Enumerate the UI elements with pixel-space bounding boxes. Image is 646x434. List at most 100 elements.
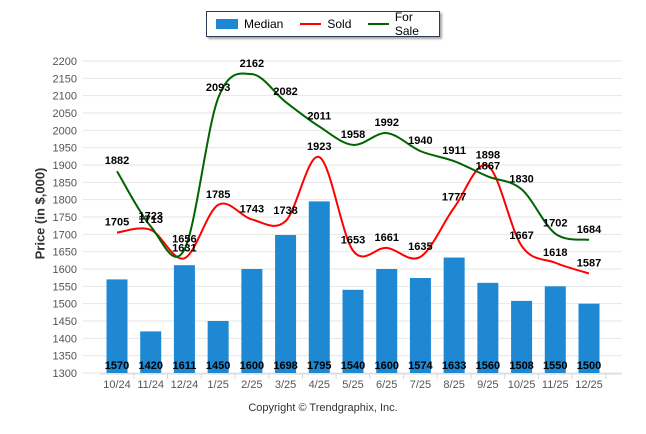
for-sale-value-label: 1656 <box>172 234 196 246</box>
median-bar <box>140 331 162 373</box>
median-bar-label: 1450 <box>206 360 230 372</box>
x-tick-label: 10/24 <box>103 379 131 391</box>
copyright-text: Copyright © Trendgraphix, Inc. <box>248 402 398 414</box>
x-tick-label: 9/25 <box>477 379 498 391</box>
y-tick-label: 1800 <box>53 195 77 207</box>
median-bar-label: 1570 <box>105 360 129 372</box>
sold-value-label: 1667 <box>509 230 533 242</box>
series-lines <box>116 72 590 275</box>
for-sale-value-label: 1992 <box>374 117 398 129</box>
median-bars <box>106 201 600 373</box>
y-tick-label: 1350 <box>53 351 77 363</box>
x-tick-label: 11/25 <box>542 379 569 391</box>
y-tick-label: 1650 <box>53 247 77 259</box>
y-axis-ticks: 1300 1350 1400 1450 1500 1550 1600 1650 1700 1750… <box>53 56 77 380</box>
median-bar-label: 1420 <box>138 360 162 372</box>
x-axis-ticks: 10/24 11/24 12/24 1/25 2/25 3/25 4/25 5/25 6/25 7… <box>100 373 622 391</box>
median-bar-label: 1600 <box>240 360 264 372</box>
x-tick-label: 11/24 <box>137 379 164 391</box>
median-bar-label: 1550 <box>543 360 567 372</box>
sold-value-label: 1738 <box>273 205 297 217</box>
y-tick-label: 1900 <box>53 160 77 172</box>
x-tick-label: 2/25 <box>241 379 262 391</box>
for-sale-value-label: 1684 <box>577 224 602 236</box>
sold-value-label: 1661 <box>374 232 398 244</box>
legend-label-for-sale: For Sale <box>394 10 419 38</box>
y-tick-label: 1600 <box>53 264 77 276</box>
legend-swatch-median <box>216 19 238 29</box>
sold-value-label: 1618 <box>543 247 567 259</box>
median-bar-label: 1560 <box>476 360 500 372</box>
median-bar-label: 1698 <box>273 360 297 372</box>
y-tick-label: 1500 <box>53 299 77 311</box>
x-tick-label: 8/25 <box>443 379 464 391</box>
sold-value-label: 1635 <box>408 241 432 253</box>
x-tick-label: 1/25 <box>207 379 228 391</box>
sold-value-label: 1777 <box>442 192 466 204</box>
sold-value-label: 1587 <box>577 258 601 270</box>
for-sale-value-label: 1702 <box>543 218 567 230</box>
for-sale-value-label: 2093 <box>206 82 230 94</box>
y-tick-label: 1700 <box>53 229 77 241</box>
median-bar-label: 1600 <box>374 360 398 372</box>
for-sale-value-label: 2162 <box>240 58 264 70</box>
y-tick-label: 1850 <box>53 177 77 189</box>
y-tick-label: 2150 <box>53 73 77 85</box>
median-bar-label: 1611 <box>172 360 196 372</box>
y-tick-label: 1950 <box>53 143 77 155</box>
median-bar <box>342 289 364 373</box>
median-bar <box>106 279 128 373</box>
median-bar-label: 1795 <box>307 360 331 372</box>
median-bar <box>308 201 330 373</box>
x-tick-label: 10/25 <box>508 379 536 391</box>
sold-value-label: 1631 <box>172 242 196 254</box>
median-bar <box>477 282 499 373</box>
sold-value-label: 1713 <box>138 214 162 226</box>
for-sale-value-label: 1882 <box>105 155 129 167</box>
for-sale-value-label: 1867 <box>476 160 500 172</box>
for-sale-value-label: 2082 <box>273 86 297 98</box>
x-tick-label: 4/25 <box>309 379 330 391</box>
y-axis-title: Price (in $,000) <box>32 167 48 260</box>
x-tick-label: 7/25 <box>410 379 431 391</box>
y-tick-label: 1400 <box>53 333 77 345</box>
x-tick-label: 3/25 <box>275 379 296 391</box>
median-bar <box>544 286 566 373</box>
y-tick-label: 2000 <box>53 125 77 137</box>
x-tick-label: 12/24 <box>171 379 199 391</box>
legend-item-sold[interactable]: Sold <box>292 17 351 31</box>
median-bar <box>275 235 297 373</box>
for-sale-value-label: 1723 <box>138 210 162 222</box>
for-sale-value-label: 2011 <box>307 111 331 123</box>
sold-value-label: 1923 <box>307 141 331 153</box>
x-tick-label: 12/25 <box>575 379 603 391</box>
median-bar <box>207 321 229 373</box>
bar-value-labels: 1570 1420 1611 1450 1600 1698 1795 1540 1600 1574… <box>105 360 601 372</box>
x-tick-label: 5/25 <box>342 379 363 391</box>
for-sale-value-label: 1940 <box>408 135 432 147</box>
y-tick-label: 1300 <box>53 368 77 380</box>
sold-value-label: 1705 <box>105 217 129 229</box>
sold-value-label: 1898 <box>476 150 500 162</box>
y-tick-label: 1450 <box>53 316 77 328</box>
for-sale-value-label: 1958 <box>341 129 365 141</box>
y-tick-label: 2050 <box>53 108 77 120</box>
chart-legend: Median Sold For Sale <box>206 10 440 38</box>
for-sale-value-label: 1911 <box>442 145 466 157</box>
sold-value-label: 1743 <box>240 203 264 215</box>
line-value-labels: 1705 1713 1631 1785 1743 1738 1923 1653 1661 1635… <box>105 58 602 269</box>
for-sale-line <box>116 72 590 258</box>
median-bar-label: 1508 <box>509 360 533 372</box>
legend-item-for-sale[interactable]: For Sale <box>360 10 439 38</box>
legend-label-median: Median <box>244 17 284 31</box>
for-sale-value-label: 1830 <box>509 173 533 185</box>
y-tick-label: 1750 <box>53 212 77 224</box>
sold-value-label: 1785 <box>206 189 230 201</box>
legend-item-median[interactable]: Median <box>216 17 283 31</box>
median-bar <box>409 278 431 373</box>
legend-swatch-sold <box>300 23 322 25</box>
sold-value-label: 1653 <box>341 235 365 247</box>
x-tick-label: 6/25 <box>376 379 397 391</box>
y-tick-label: 1550 <box>53 281 77 293</box>
